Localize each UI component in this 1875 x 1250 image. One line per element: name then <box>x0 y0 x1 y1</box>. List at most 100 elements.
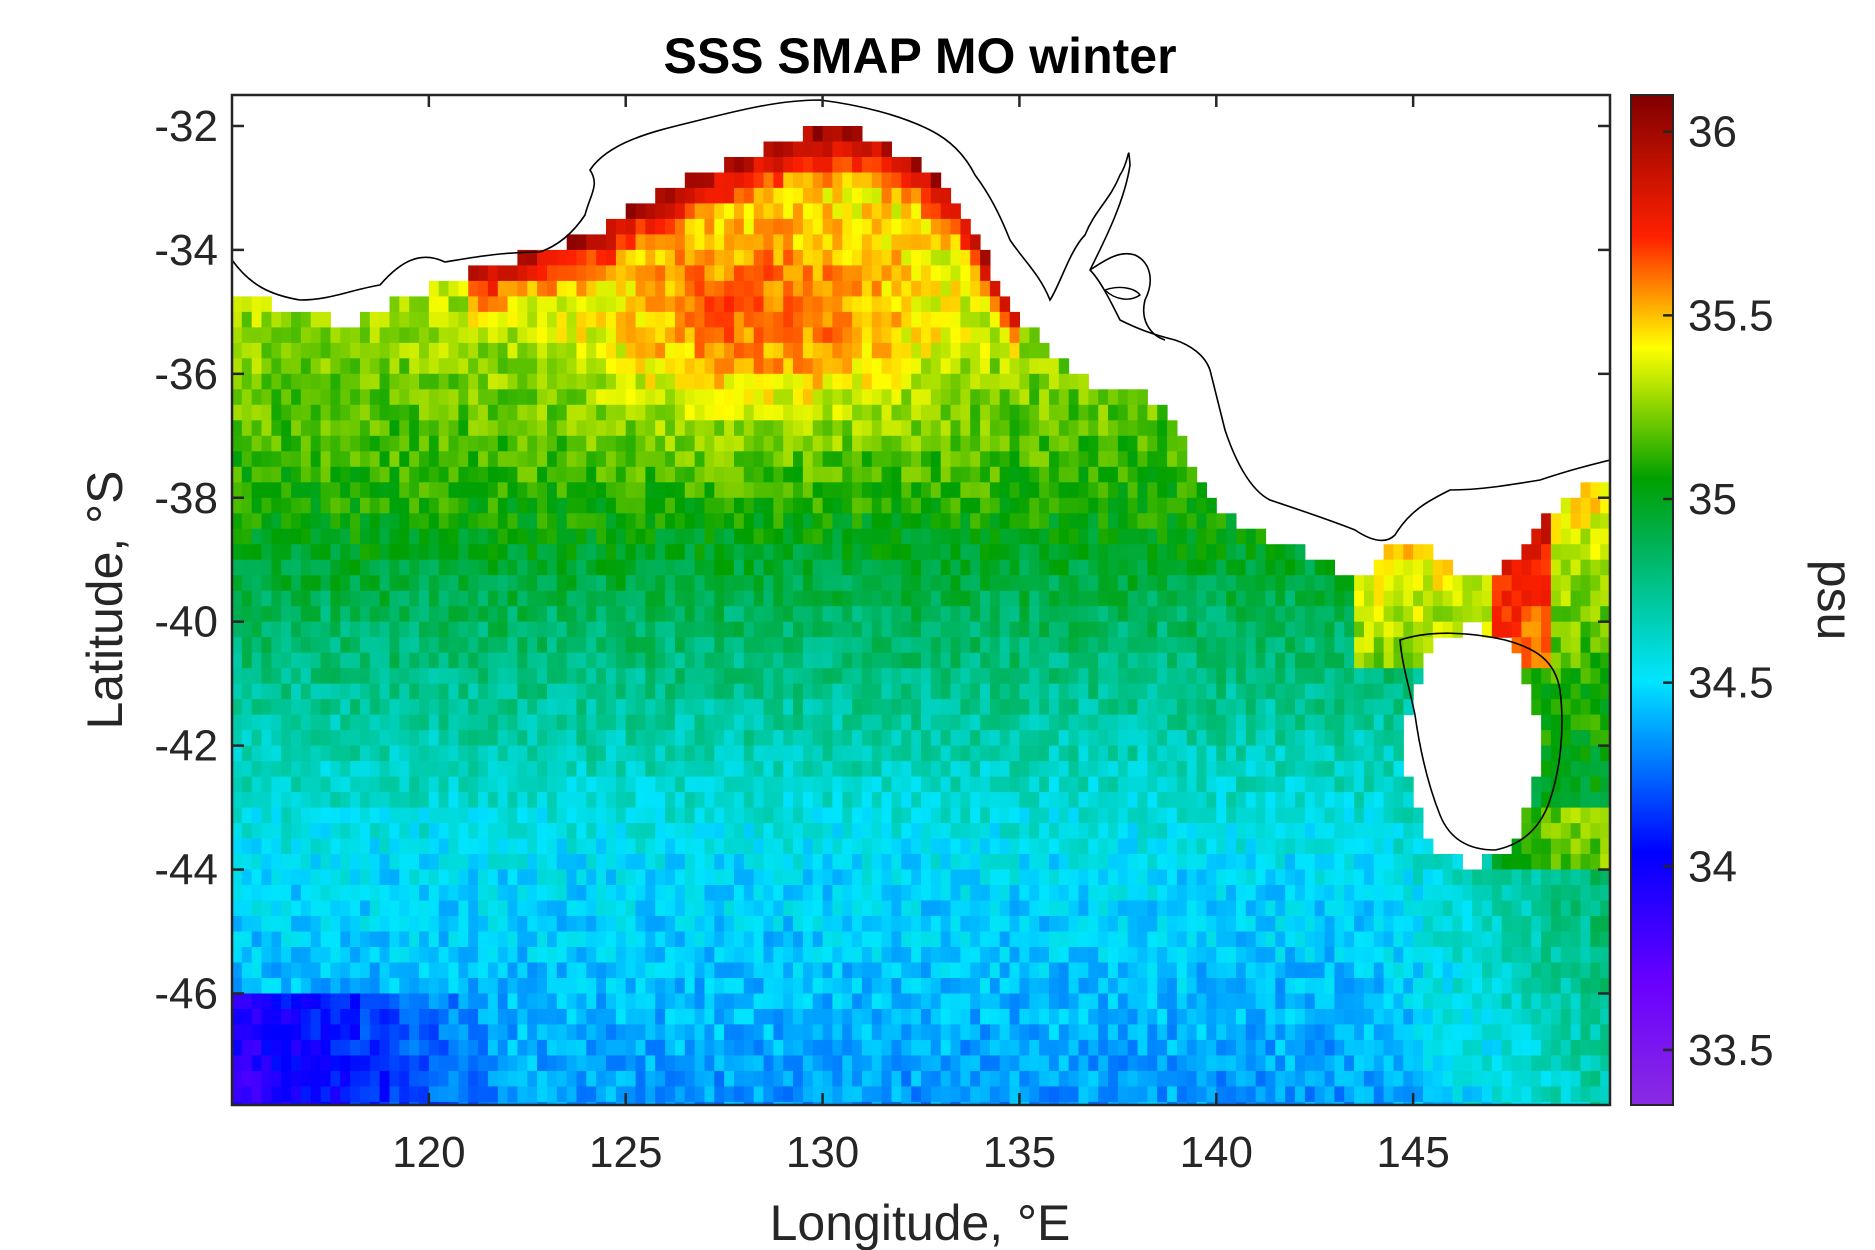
heatmap-cell <box>635 668 646 685</box>
heatmap-cell <box>389 404 400 421</box>
heatmap-cell <box>547 590 558 607</box>
heatmap-cell <box>1068 590 1079 607</box>
heatmap-cell <box>674 745 686 762</box>
heatmap-cell <box>428 435 440 452</box>
heatmap-cell <box>419 389 430 406</box>
heatmap-cell <box>970 807 981 824</box>
heatmap-cell <box>241 342 253 359</box>
heatmap-cell <box>911 358 922 375</box>
heatmap-cell <box>399 637 410 654</box>
heatmap-cell <box>320 761 331 778</box>
heatmap-cell <box>714 885 725 902</box>
heatmap-cell <box>1393 869 1404 886</box>
heatmap-cell <box>743 792 755 809</box>
heatmap-cell <box>842 373 853 390</box>
heatmap-cell <box>1590 745 1601 762</box>
heatmap-cell <box>1167 792 1178 809</box>
heatmap-cell <box>1078 792 1089 809</box>
heatmap-cell <box>360 513 371 530</box>
heatmap-cell <box>251 590 263 607</box>
heatmap-cell <box>881 528 892 545</box>
heatmap-cell <box>1354 807 1365 824</box>
heatmap-cell <box>812 838 824 855</box>
heatmap-cell <box>980 265 991 282</box>
heatmap-cell <box>812 544 824 561</box>
heatmap-cell <box>1531 792 1542 809</box>
heatmap-cell <box>684 342 696 359</box>
heatmap-cell <box>537 792 548 809</box>
heatmap-cell <box>340 854 351 871</box>
heatmap-cell <box>812 575 824 592</box>
heatmap-cell <box>753 451 765 468</box>
heatmap-cell <box>517 404 528 421</box>
heatmap-cell <box>753 466 765 483</box>
heatmap-cell <box>527 435 538 452</box>
heatmap-cell <box>281 389 292 406</box>
heatmap-cell <box>1088 513 1099 530</box>
heatmap-cell <box>655 497 666 514</box>
heatmap-cell <box>822 358 833 375</box>
heatmap-cell <box>1245 544 1257 561</box>
heatmap-cell <box>478 621 489 638</box>
heatmap-cell <box>1039 606 1050 623</box>
heatmap-cell <box>891 234 902 251</box>
heatmap-cell <box>1413 590 1424 607</box>
heatmap-cell <box>1009 575 1020 592</box>
heatmap-cell <box>881 420 892 437</box>
heatmap-cell <box>271 838 282 855</box>
heatmap-cell <box>379 637 390 654</box>
heatmap-cell <box>487 389 499 406</box>
heatmap-cell <box>724 358 735 375</box>
heatmap-cell <box>665 544 676 561</box>
heatmap-cell <box>261 606 272 623</box>
heatmap-cell <box>448 435 459 452</box>
heatmap-cell <box>596 807 607 824</box>
heatmap-cell <box>458 900 469 917</box>
heatmap-cell <box>773 823 784 840</box>
heatmap-cell <box>330 900 341 917</box>
heatmap-cell <box>645 807 656 824</box>
heatmap-cell <box>1472 575 1483 592</box>
heatmap-cell <box>409 637 420 654</box>
heatmap-cell <box>1019 807 1030 824</box>
heatmap-cell <box>783 869 794 886</box>
heatmap-cell <box>822 699 833 716</box>
heatmap-cell <box>478 869 489 886</box>
heatmap-cell <box>1127 714 1139 731</box>
heatmap-cell <box>1236 699 1247 716</box>
heatmap-cell <box>911 606 922 623</box>
heatmap-cell <box>448 683 459 700</box>
heatmap-cell <box>1541 606 1552 623</box>
heatmap-cell <box>251 730 263 747</box>
heatmap-cell <box>1541 885 1552 902</box>
heatmap-cell <box>852 776 863 793</box>
heatmap-cell <box>517 389 528 406</box>
heatmap-cell <box>694 203 705 220</box>
heatmap-cell <box>1167 838 1178 855</box>
heatmap-cell <box>1117 823 1129 840</box>
heatmap-cell <box>950 404 961 421</box>
heatmap-cell <box>734 668 745 685</box>
heatmap-cell <box>743 528 755 545</box>
heatmap-cell <box>1039 714 1050 731</box>
heatmap-cell <box>852 606 863 623</box>
heatmap-cell <box>674 714 686 731</box>
heatmap-cell <box>891 683 902 700</box>
heatmap-cell <box>281 869 292 886</box>
heatmap-cell <box>399 606 410 623</box>
heatmap-cell <box>517 528 528 545</box>
heatmap-cell <box>763 869 774 886</box>
heatmap-cell <box>478 714 489 731</box>
heatmap-cell <box>1334 683 1345 700</box>
heatmap-cell <box>1413 854 1424 871</box>
heatmap-cell <box>960 606 971 623</box>
heatmap-cell <box>1295 885 1306 902</box>
heatmap-cell <box>232 792 243 809</box>
heatmap-cell <box>606 342 617 359</box>
heatmap-cell <box>724 435 735 452</box>
heatmap-cell <box>852 590 863 607</box>
heatmap-cell <box>1206 745 1217 762</box>
heatmap-cell <box>694 776 705 793</box>
heatmap-cell <box>625 451 637 468</box>
heatmap-cell <box>734 621 745 638</box>
